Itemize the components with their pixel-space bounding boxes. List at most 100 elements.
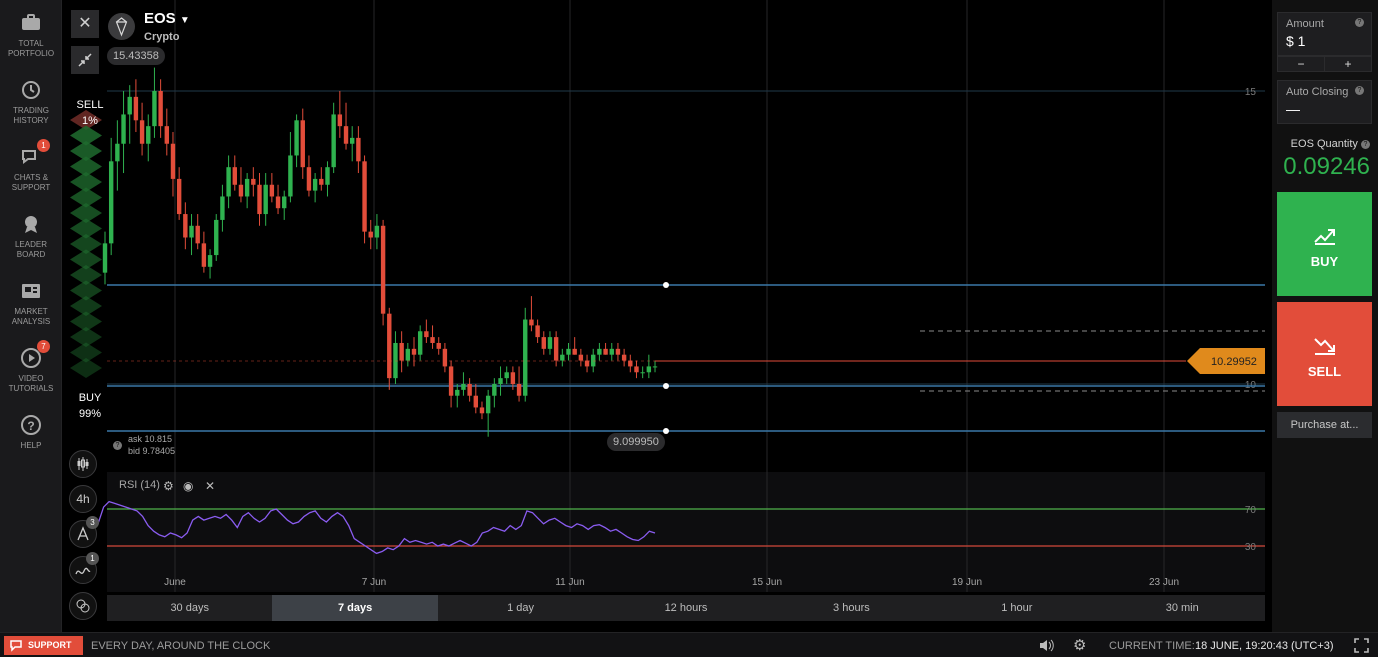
- timeframe-12-hours[interactable]: 12 hours: [664, 602, 708, 614]
- nav-market-analysis[interactable]: MARKET ANALYSIS: [0, 279, 62, 327]
- close-chart-button[interactable]: ✕: [71, 10, 99, 38]
- rsi-level-label: 30: [1245, 542, 1257, 553]
- help-icon: ?: [1355, 18, 1364, 27]
- candle-body: [523, 319, 528, 396]
- compare-button[interactable]: [69, 592, 97, 620]
- candle-body: [164, 126, 169, 144]
- nav-trading-history[interactable]: TRADING HISTORY: [0, 78, 62, 126]
- history-icon: [19, 78, 43, 102]
- collapse-chart-button[interactable]: [71, 46, 99, 74]
- candle-body: [263, 184, 268, 215]
- candle-body: [183, 214, 188, 238]
- candle-body: [108, 161, 114, 244]
- rsi-level-label: 70: [1245, 505, 1257, 516]
- candle-body: [294, 120, 299, 156]
- candle-body: [510, 372, 516, 384]
- timeframe-bar: 30 days 7 days 1 day 12 hours 3 hours 1 …: [107, 595, 1265, 621]
- timeframe-1-hour[interactable]: 1 hour: [1001, 602, 1033, 614]
- candle-body: [350, 137, 355, 144]
- line-handle: [663, 428, 669, 434]
- nav-help[interactable]: ? HELP: [0, 413, 62, 451]
- date-axis-label: 11 Jun: [555, 577, 584, 588]
- sentiment-chevron: [70, 234, 102, 254]
- support-tagline: EVERY DAY, AROUND THE CLOCK: [91, 640, 271, 652]
- amount-field[interactable]: Amount ? $ 1: [1277, 12, 1372, 56]
- timeframe-1-day[interactable]: 1 day: [507, 602, 535, 614]
- trophy-icon: [19, 212, 43, 236]
- sell-button[interactable]: SELL: [1277, 302, 1372, 406]
- candle-body: [282, 196, 287, 209]
- timeframe-7-days[interactable]: 7 days: [272, 595, 438, 621]
- buy-sentiment-percent: 99%: [78, 408, 102, 420]
- candle-body: [436, 342, 441, 349]
- candle-body: [461, 384, 466, 390]
- rsi-settings-button[interactable]: ⚙: [163, 479, 174, 493]
- chat-icon: 1: [19, 139, 50, 169]
- sentiment-chevron: [70, 218, 102, 239]
- settings-button[interactable]: ⚙: [1073, 636, 1086, 654]
- candle-body: [275, 196, 281, 209]
- close-icon: ✕: [205, 479, 216, 493]
- fullscreen-button[interactable]: [1354, 638, 1369, 657]
- candle-body: [442, 348, 448, 367]
- gear-icon: ⚙: [1073, 637, 1087, 654]
- drawing-tools-button[interactable]: 3: [69, 516, 99, 548]
- symbol-selector[interactable]: EOS ▼: [144, 10, 190, 27]
- amount-decrease-button[interactable]: −: [1297, 57, 1305, 71]
- candle-body: [455, 389, 460, 396]
- candle-body: [448, 366, 454, 396]
- candlestick-icon: [77, 457, 89, 471]
- support-label: SUPPORT: [28, 640, 72, 650]
- amount-value: $ 1: [1286, 33, 1306, 49]
- amount-increase-button[interactable]: +: [1324, 57, 1371, 71]
- support-button[interactable]: SUPPORT: [4, 636, 83, 655]
- candle-body: [374, 225, 380, 238]
- nav-total-portfolio[interactable]: TOTAL PORTFOLIO: [0, 11, 62, 59]
- sound-toggle-button[interactable]: [1038, 638, 1054, 657]
- timeframe-30-days[interactable]: 30 days: [170, 602, 209, 614]
- candle-body: [133, 96, 139, 121]
- nav-leader-board[interactable]: LEADER BOARD: [0, 212, 62, 260]
- rsi-label: RSI (14): [119, 479, 160, 491]
- nav-label: LEADER BOARD: [14, 240, 47, 259]
- rsi-line: [97, 500, 656, 555]
- quantity-value: 0.09246: [1283, 153, 1370, 180]
- high-price-label: 15.43358: [107, 47, 165, 65]
- timeframe-30-min[interactable]: 30 min: [1165, 602, 1199, 614]
- indicator-icon: [75, 567, 91, 575]
- rsi-remove-button[interactable]: ✕: [205, 479, 215, 493]
- chart-type-button[interactable]: [69, 450, 97, 478]
- trend-down-icon: [1314, 338, 1335, 355]
- buy-label: BUY: [1310, 254, 1339, 269]
- auto-closing-value: —: [1286, 101, 1300, 117]
- eos-logo-icon: [108, 13, 135, 40]
- candle-body: [189, 225, 194, 238]
- candle-body: [597, 348, 602, 355]
- nav-video-tutorials[interactable]: 7 VIDEO TUTORIALS: [0, 340, 62, 394]
- candle-body: [251, 178, 256, 185]
- gear-icon: ⚙: [163, 479, 174, 493]
- buy-button[interactable]: BUY: [1277, 192, 1372, 296]
- nav-label: TRADING HISTORY: [13, 106, 49, 125]
- auto-closing-field[interactable]: Auto Closing ? —: [1277, 80, 1372, 124]
- candle-body: [300, 120, 305, 168]
- candle-body: [646, 366, 652, 373]
- price-chart[interactable]: June 7 Jun 11 Jun 15 Jun 19 Jun 23 Jun151010.…: [62, 0, 1272, 632]
- indicators-button[interactable]: 1: [69, 552, 99, 584]
- nav-label: TOTAL PORTFOLIO: [7, 39, 55, 58]
- candle-body: [368, 231, 373, 238]
- purchase-at-button[interactable]: Purchase at...: [1277, 412, 1372, 438]
- candle-body: [102, 243, 108, 273]
- candle-body: [244, 178, 250, 197]
- candle-body: [572, 348, 577, 355]
- candle-body: [399, 342, 404, 361]
- candle-body: [430, 337, 435, 343]
- timeframe-3-hours[interactable]: 3 hours: [833, 602, 870, 614]
- nav-chats-support[interactable]: 1 CHATS & SUPPORT: [0, 139, 62, 193]
- rsi-visibility-button[interactable]: ◉: [183, 479, 193, 493]
- timeframe-button[interactable]: 4h: [69, 485, 97, 513]
- candle-body: [269, 184, 275, 197]
- notification-badge: 1: [86, 552, 99, 565]
- sentiment-chevron: [70, 296, 102, 316]
- auto-closing-label: Auto Closing: [1286, 86, 1349, 98]
